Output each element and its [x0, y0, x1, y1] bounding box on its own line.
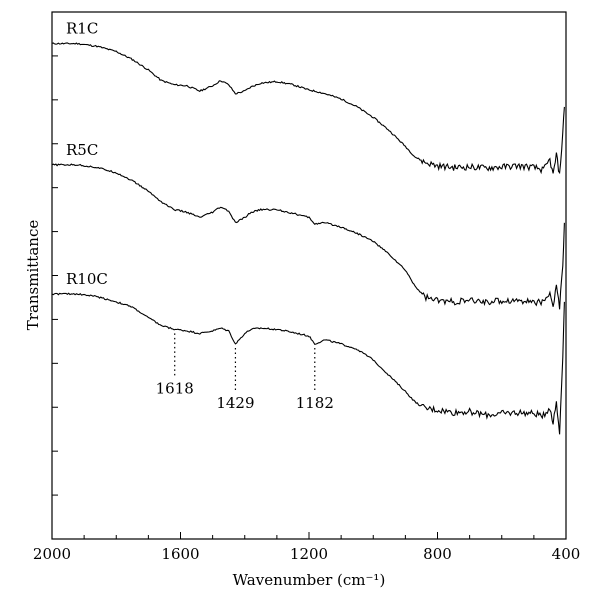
x-tick-label: 400 — [552, 545, 581, 563]
annotation-label: 1429 — [216, 394, 254, 412]
series-line — [51, 42, 565, 175]
series-label: R10C — [66, 270, 108, 288]
annotation-label: 1182 — [296, 394, 334, 412]
x-tick-label: 800 — [423, 545, 452, 563]
x-tick-label: 1600 — [161, 545, 199, 563]
annotation-label: 1618 — [156, 379, 194, 397]
x-axis-label: Wavenumber (cm⁻¹) — [233, 571, 386, 589]
y-axis-ticks — [52, 55, 58, 496]
series-line — [51, 292, 565, 435]
x-tick-label: 1200 — [290, 545, 328, 563]
x-axis-ticks: 2000 1600 1200 800 400 — [33, 532, 580, 563]
series-line — [51, 163, 565, 310]
series-label: R5C — [66, 141, 98, 159]
annotations-group: 1618 1429 1182 — [156, 333, 334, 412]
x-tick-label: 2000 — [33, 545, 71, 563]
plot-frame — [51, 11, 567, 540]
y-axis-label: Transmittance — [24, 220, 42, 331]
series-group: R1C R5C R10C — [51, 20, 565, 435]
series-label: R1C — [66, 20, 98, 38]
